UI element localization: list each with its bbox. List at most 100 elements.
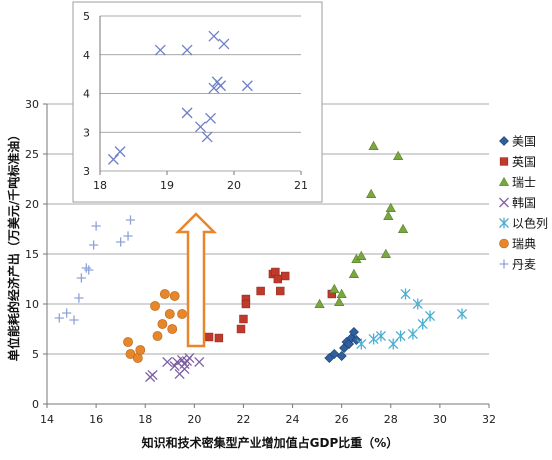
data-point bbox=[280, 271, 290, 281]
data-point bbox=[375, 330, 387, 342]
callout-arrow-shape bbox=[174, 212, 218, 348]
y-axis-title: 单位能耗的经济产出（万美元/千吨标准油） bbox=[6, 129, 21, 361]
legend-label: 丹麦 bbox=[512, 258, 536, 272]
inset-y-tick-label: 4 bbox=[83, 88, 90, 101]
data-point bbox=[395, 330, 406, 342]
data-point bbox=[89, 240, 99, 250]
main-y-tick-label: 20 bbox=[25, 198, 39, 211]
legend-label: 瑞典 bbox=[512, 237, 536, 251]
data-point bbox=[204, 332, 214, 342]
data-point bbox=[164, 309, 175, 319]
legend-marker bbox=[499, 259, 509, 269]
main-y-tick-label: 30 bbox=[25, 98, 39, 111]
legend-label: 美国 bbox=[512, 135, 536, 149]
data-point bbox=[276, 286, 285, 296]
legend-marker bbox=[498, 176, 510, 186]
inset-data-point bbox=[208, 30, 220, 42]
data-point bbox=[123, 231, 133, 241]
data-point bbox=[271, 267, 280, 277]
x-axis-title: 知识和技术密集型产业增加值占GDP比重（%） bbox=[141, 435, 399, 450]
inset-data-point bbox=[154, 44, 166, 56]
main-x-tick-label: 14 bbox=[40, 413, 54, 426]
data-point bbox=[400, 288, 411, 300]
data-point bbox=[62, 308, 72, 318]
data-point bbox=[76, 273, 86, 283]
data-point bbox=[417, 318, 428, 330]
inset-data-point bbox=[205, 112, 217, 124]
legend-label: 英国 bbox=[512, 155, 536, 169]
series-英国 bbox=[204, 267, 337, 343]
inset-data-point bbox=[241, 80, 253, 92]
main-x-tick-label: 30 bbox=[433, 413, 447, 426]
data-point bbox=[123, 337, 133, 347]
data-point bbox=[334, 296, 345, 306]
inset-y-tick-label: 5 bbox=[83, 10, 90, 23]
inset-x-tick-label: 18 bbox=[93, 179, 107, 192]
data-point bbox=[241, 299, 251, 309]
callout-arrow bbox=[174, 212, 218, 348]
inset-plot-marks bbox=[107, 30, 253, 165]
data-point bbox=[425, 310, 436, 322]
inset-x-tick-label: 20 bbox=[227, 179, 241, 192]
data-point bbox=[393, 150, 404, 160]
data-point bbox=[177, 309, 187, 319]
data-point bbox=[314, 298, 325, 308]
main-axes bbox=[43, 103, 490, 408]
inset-data-point bbox=[107, 153, 119, 165]
inset-data-point bbox=[201, 131, 213, 143]
main-y-tick-label: 10 bbox=[25, 298, 39, 311]
main-x-tick-label: 18 bbox=[138, 413, 152, 426]
data-point bbox=[54, 313, 64, 323]
data-point bbox=[336, 350, 347, 362]
data-point bbox=[397, 223, 409, 233]
inset-tick-labels: 18 19 20 21 3 3 4 4 5 bbox=[83, 10, 308, 192]
data-point bbox=[348, 268, 360, 278]
data-point bbox=[366, 188, 377, 198]
series-瑞典 bbox=[123, 289, 187, 363]
main-x-tick-label: 32 bbox=[482, 413, 496, 426]
data-point bbox=[329, 348, 340, 360]
data-point bbox=[336, 288, 347, 298]
data-point bbox=[388, 338, 399, 350]
data-point bbox=[69, 315, 79, 325]
data-point bbox=[194, 356, 205, 368]
data-point bbox=[116, 237, 126, 247]
data-point bbox=[329, 283, 340, 293]
series-丹麦 bbox=[54, 215, 136, 325]
data-point bbox=[150, 301, 160, 311]
main-x-tick-label: 20 bbox=[187, 413, 201, 426]
legend-marker bbox=[499, 217, 509, 229]
data-point bbox=[214, 333, 224, 343]
data-point bbox=[125, 215, 136, 225]
data-point bbox=[256, 286, 265, 296]
data-point bbox=[147, 369, 158, 381]
legend-marker bbox=[499, 197, 509, 208]
data-point bbox=[273, 274, 283, 284]
data-point bbox=[456, 308, 468, 320]
data-point bbox=[91, 221, 101, 231]
data-point bbox=[84, 265, 94, 275]
data-point bbox=[236, 324, 246, 334]
data-point bbox=[157, 319, 168, 329]
series-美国 bbox=[324, 326, 362, 364]
legend-label: 瑞士 bbox=[512, 176, 536, 190]
inset-data-point bbox=[208, 82, 220, 94]
main-x-tick-label: 16 bbox=[89, 413, 103, 426]
main-x-tick-label: 28 bbox=[384, 413, 398, 426]
inset-series-韩国 bbox=[107, 30, 253, 165]
legend-label: 韩国 bbox=[512, 195, 536, 210]
legend-marker bbox=[499, 238, 509, 249]
series-以色列 bbox=[356, 288, 468, 350]
inset-data-point bbox=[181, 107, 193, 119]
data-point bbox=[184, 352, 195, 364]
inset-data-point bbox=[218, 38, 230, 50]
main-y-tick-label: 25 bbox=[25, 148, 39, 161]
data-point bbox=[135, 345, 146, 355]
legend-label: 以色列 bbox=[512, 217, 548, 231]
data-point bbox=[368, 333, 379, 345]
inset-x-tick-label: 19 bbox=[160, 179, 174, 192]
inset-x-tick-label: 21 bbox=[294, 179, 308, 192]
inset-frame bbox=[72, 1, 323, 203]
